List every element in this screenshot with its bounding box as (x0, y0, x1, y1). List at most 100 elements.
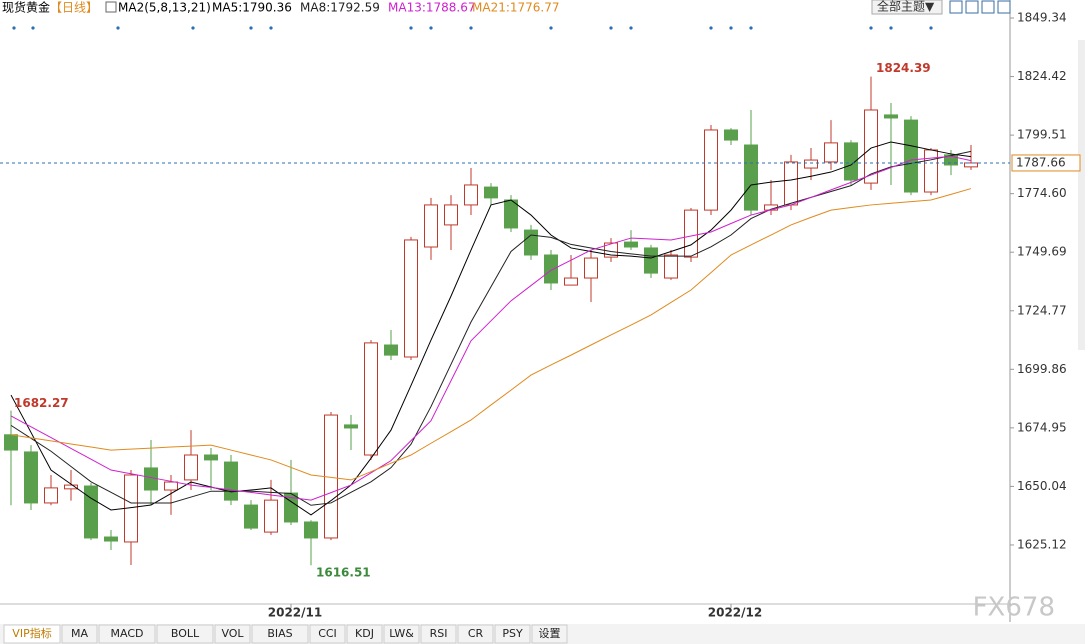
tab[interactable] (494, 624, 531, 644)
tab-label[interactable]: VIP指标 (12, 626, 51, 640)
candle-body (544, 254, 558, 284)
tab[interactable] (98, 624, 156, 644)
y-tick-label: 1650.04 (1017, 479, 1067, 493)
candle-body (4, 434, 18, 451)
y-tick-label: 1625.12 (1017, 537, 1067, 551)
tab[interactable] (383, 624, 420, 644)
candle-body (484, 186, 498, 199)
tab[interactable] (61, 624, 98, 644)
candle-body (304, 521, 318, 539)
y-tick-label: 1799.51 (1017, 128, 1067, 142)
candle-body (404, 239, 418, 358)
candle-body (164, 481, 178, 491)
tab-label[interactable]: CR (468, 627, 484, 640)
y-tick-label: 1724.77 (1017, 303, 1067, 317)
candle-body (444, 204, 458, 226)
instrument-title: 现货黄金 (2, 0, 50, 15)
y-tick-label: 1699.86 (1017, 362, 1067, 376)
candle-body (784, 161, 798, 206)
candle-body (184, 454, 198, 481)
candle-body (944, 154, 958, 166)
y-tick-label: 1824.42 (1017, 69, 1067, 83)
x-tick-label: 2022/12 (708, 606, 762, 620)
tab[interactable] (531, 624, 568, 644)
candle-body (264, 499, 278, 533)
tab-label[interactable]: CCI (318, 627, 337, 640)
y-tick-label: 1749.69 (1017, 245, 1067, 259)
tab[interactable] (251, 624, 309, 644)
candle-body (844, 142, 858, 181)
candle-body (584, 257, 598, 279)
candle-body (104, 536, 118, 542)
candle-body (424, 204, 438, 248)
event-markers (12, 26, 933, 30)
candle-body (824, 142, 838, 163)
tab-label[interactable]: MACD (111, 627, 144, 640)
tab[interactable] (3, 624, 61, 644)
candle-body (904, 119, 918, 193)
candle-body (704, 129, 718, 211)
ma-line (10, 155, 972, 501)
candle-body (24, 451, 38, 504)
tab[interactable] (457, 624, 494, 644)
legend-entry: MA8:1792.59 (300, 1, 380, 15)
candle-body (664, 254, 678, 279)
tab[interactable] (346, 624, 383, 644)
candle-body (344, 424, 358, 429)
tab-label[interactable]: BOLL (171, 627, 200, 640)
candle-body (44, 487, 58, 504)
y-tick-label: 1849.34 (1017, 11, 1067, 25)
y-tick-label: 1674.95 (1017, 420, 1067, 434)
candle-body (504, 199, 518, 229)
candle-body (744, 144, 758, 211)
tab[interactable] (420, 624, 457, 644)
tab-label[interactable]: PSY (502, 627, 523, 640)
tab-label[interactable]: 设置 (539, 627, 561, 640)
candle-body (224, 461, 238, 501)
scrollbar[interactable] (1078, 40, 1085, 350)
low-annotation: 1616.51 (316, 566, 371, 580)
tab[interactable] (214, 624, 251, 644)
y-tick-label: 1774.60 (1017, 186, 1067, 200)
candle-body (384, 344, 398, 356)
candle-body (524, 229, 538, 256)
candle-body (624, 241, 638, 248)
legend-entry: MA21:1776.77 (472, 1, 560, 15)
tab[interactable] (309, 624, 346, 644)
indicator-label: MA2(5,8,13,21) (118, 1, 211, 15)
tab-label[interactable]: VOL (221, 627, 244, 640)
watermark: FX678 (973, 593, 1055, 623)
tab-label[interactable]: LW& (389, 627, 414, 640)
ma-line (10, 141, 972, 516)
indicator-icon (105, 1, 117, 13)
period-label: 【日线】 (50, 1, 98, 15)
candle-body (924, 149, 938, 193)
high-annotation: 1682.27 (14, 396, 69, 410)
legend-entry: MA5:1790.36 (212, 1, 292, 15)
candle-body (724, 129, 738, 141)
tab[interactable] (156, 624, 214, 644)
toolbar-icons[interactable] (949, 0, 1011, 14)
candle-body (364, 342, 378, 456)
tab-label[interactable]: KDJ (355, 627, 374, 640)
candle-body (884, 114, 898, 119)
tab-label[interactable]: RSI (430, 627, 448, 640)
legend-entry: MA13:1788.67 (388, 1, 476, 15)
candle-body (964, 162, 978, 168)
tab-label[interactable]: BIAS (267, 627, 292, 640)
candle-body (644, 247, 658, 274)
candle-body (144, 467, 158, 491)
current-price-label: 1787.66 (1016, 155, 1066, 169)
candle-body (684, 209, 698, 258)
candle-body (804, 159, 818, 169)
candle-body (84, 485, 98, 539)
theme-button[interactable] (871, 0, 943, 15)
theme-button-label[interactable]: 全部主题▼ (877, 0, 935, 14)
candle-body (204, 454, 218, 461)
current-price-box (1011, 154, 1081, 172)
tab-label[interactable]: MA (71, 627, 88, 640)
x-tick-label: 2022/11 (268, 606, 322, 620)
